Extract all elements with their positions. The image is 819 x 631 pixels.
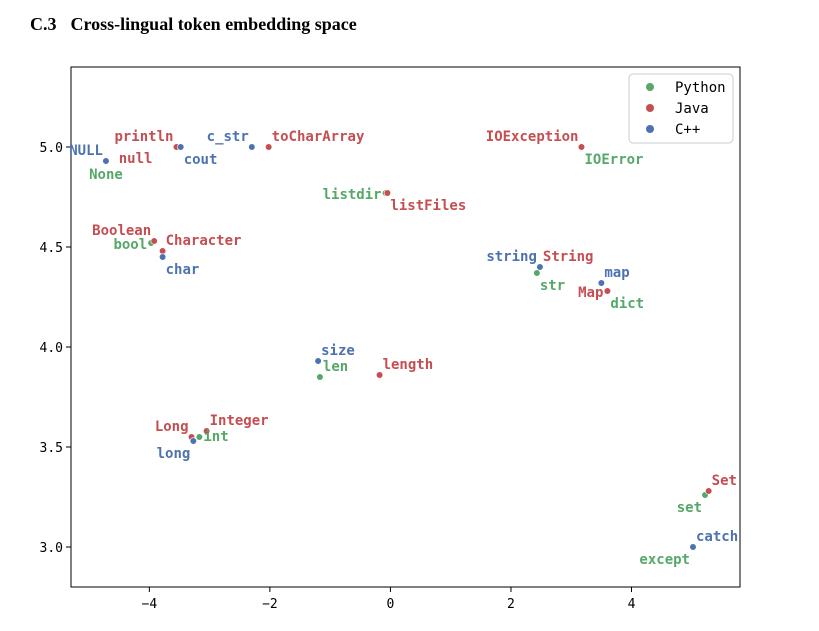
point-cpp-catch [689,543,697,551]
section-heading: C.3 Cross-lingual token embedding space [30,14,357,35]
section-number: C.3 [30,14,57,34]
label-java-map: Map [578,285,603,301]
label-cpp-map: map [604,265,629,281]
x-tick-label: 2 [507,597,515,612]
legend: Python Java C++ [628,73,734,144]
legend-marker-python [646,83,654,91]
label-cpp-null: NULL [69,143,103,159]
label-java-long: Long [155,419,189,435]
data-labels: None listdir IOError bool str dict len int set ex… [69,129,738,568]
label-python-none: None [89,167,123,183]
label-java-listfiles: listFiles [390,198,466,214]
x-tick-label: 0 [387,597,395,612]
label-java-println: println [114,129,173,145]
legend-label-python: Python [675,80,726,96]
point-java-length [375,371,384,379]
point-python-str [533,269,541,277]
section-title: Cross-lingual token embedding space [70,14,357,34]
x-tick-label: 4 [628,597,636,612]
label-python-bool: bool [113,237,147,253]
axis-ticks: −4 −2 0 2 4 3.0 3.5 4.0 4.5 5.0 [40,141,636,612]
point-cpp-size [314,357,322,365]
point-cpp-cout [177,143,185,151]
label-cpp-cout: cout [184,152,218,168]
point-cpp-long [189,437,197,445]
label-java-tochararray: toCharArray [272,129,365,145]
legend-label-java: Java [675,101,709,117]
point-java-integer [203,427,211,435]
label-java-boolean: Boolean [92,223,151,239]
legend-label-cpp: C++ [675,122,700,138]
x-tick-label: −4 [142,597,158,612]
label-java-string: String [543,249,594,265]
label-python-set: set [677,500,702,516]
y-tick-label: 4.0 [40,341,63,356]
label-python-int: int [203,429,228,445]
label-java-character: Character [166,233,242,249]
point-cpp-c-str [248,143,256,151]
data-points [102,143,713,551]
label-cpp-c-str: c_str [207,129,249,145]
point-java-boolean [150,237,158,245]
point-cpp-null [102,157,110,165]
label-python-len: len [323,359,348,375]
legend-marker-cpp [646,125,654,133]
point-cpp-char [159,253,167,261]
legend-box [628,73,734,144]
label-cpp-string: string [486,249,537,265]
label-java-set: Set [712,473,737,489]
point-java-ioexception [577,143,586,151]
y-tick-label: 3.0 [40,541,63,556]
label-python-ioerror: IOError [584,152,643,168]
point-python-len [316,373,324,381]
label-python-str: str [540,278,565,294]
label-python-listdir: listdir [323,187,382,203]
point-cpp-string [536,263,544,271]
point-java-map [603,287,612,295]
point-java-listfiles [383,189,392,197]
label-python-dict: dict [610,296,644,312]
y-tick-label: 5.0 [40,141,63,156]
y-tick-label: 4.5 [40,241,63,256]
label-cpp-size: size [321,343,355,359]
x-tick-label: −2 [262,597,278,612]
point-java-set [705,487,713,495]
label-cpp-long: long [157,446,191,462]
label-cpp-catch: catch [696,529,738,545]
point-python-int [195,433,203,441]
point-java-tochararray [265,143,273,151]
label-python-except: except [639,552,690,568]
label-cpp-char: char [166,262,200,278]
plot-frame [70,66,741,588]
label-java-length: length [383,357,434,373]
legend-marker-java [646,104,654,112]
y-tick-label: 3.5 [40,441,63,456]
label-java-ioexception: IOException [486,129,579,145]
point-cpp-map [597,279,605,287]
label-java-null: null [119,151,153,167]
label-java-integer: Integer [210,413,269,429]
